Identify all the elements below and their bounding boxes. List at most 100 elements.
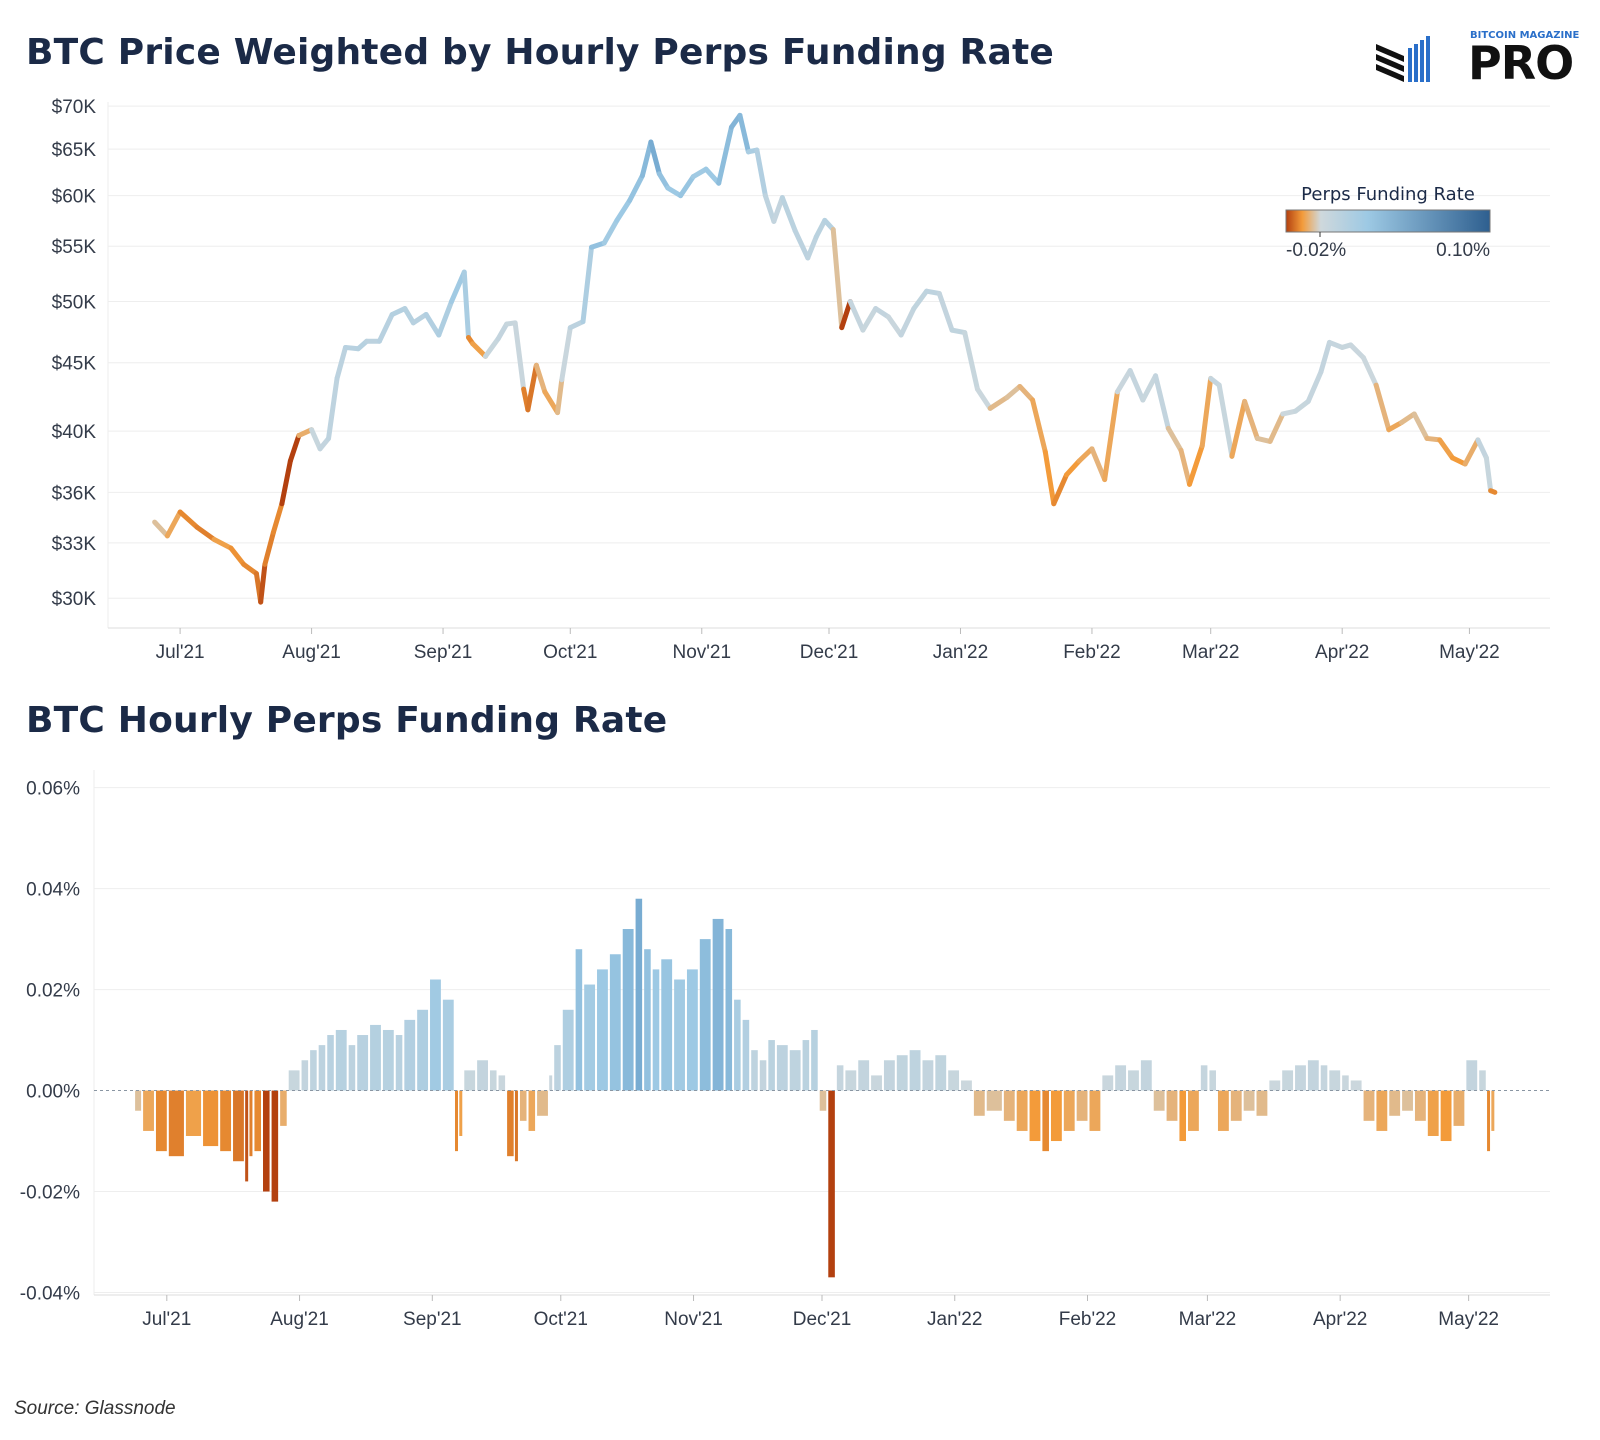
price-line-segment (703, 166, 722, 186)
x-tick-label: Mar'22 (1182, 642, 1239, 663)
funding-bar (597, 969, 608, 1091)
price-line-segment (1348, 342, 1366, 361)
funding-bar (185, 1090, 202, 1136)
price-line-segment (1051, 472, 1070, 507)
price-line-segment (525, 362, 539, 413)
funding-bar (734, 999, 741, 1091)
funding-bar (1389, 1090, 1401, 1116)
price-line-segment (1102, 389, 1120, 483)
price-line-segment (1064, 458, 1082, 478)
y-tick-label: $33K (52, 534, 97, 555)
funding-bar (1115, 1065, 1127, 1091)
funding-bar (845, 1070, 857, 1091)
funding-bar (1089, 1090, 1101, 1131)
funding-bar (1282, 1070, 1294, 1091)
funding-bar (537, 1090, 548, 1116)
x-tick-label: May'22 (1438, 1309, 1499, 1330)
funding-bar (1166, 1090, 1178, 1121)
legend-title: Perps Funding Rate (1301, 184, 1475, 205)
price-chart: $70K $65K $60K $55K $50K $45K $40K $36K $33K $30K… (52, 97, 1550, 663)
funding-bar (1414, 1090, 1426, 1121)
y-tick-label: -0.04% (20, 1283, 80, 1304)
funding-bar (464, 1070, 476, 1091)
funding-chart-title: BTC Hourly Perps Funding Rate (26, 700, 668, 741)
funding-bar (725, 929, 733, 1091)
price-line-segment (805, 234, 819, 261)
price-line-segment (873, 306, 891, 320)
price-line-segment (326, 375, 340, 441)
funding-bar (961, 1080, 972, 1091)
price-line-segment (512, 320, 527, 392)
funding-bar (828, 1090, 835, 1278)
funding-bar (459, 1090, 463, 1136)
legend-color-bar (1285, 209, 1491, 233)
price-line-segment (1475, 437, 1489, 461)
price-line-segment (1216, 382, 1235, 459)
price-line-segment (423, 311, 442, 338)
funding-bar (382, 1029, 394, 1091)
price-line-segment (962, 330, 980, 392)
funding-bar (661, 959, 673, 1091)
price-line-segment (1042, 449, 1057, 507)
funding-bar (789, 1050, 801, 1091)
funding-bar (871, 1075, 882, 1091)
price-line-segment (495, 321, 510, 342)
funding-bar (477, 1060, 488, 1091)
y-tick-label: $30K (52, 589, 97, 610)
funding-bar (652, 969, 660, 1091)
funding-bar (370, 1024, 381, 1091)
x-tick-label: Feb'22 (1063, 642, 1121, 663)
funding-bar (742, 1019, 750, 1091)
funding-bar (1320, 1065, 1328, 1091)
funding-bar (1042, 1090, 1049, 1152)
funding-bar (1440, 1090, 1452, 1142)
price-line-segment (1114, 368, 1133, 395)
x-tick-label: Sep'21 (403, 1309, 462, 1330)
funding-bar (896, 1055, 908, 1091)
price-line-segment (542, 389, 561, 416)
funding-bar (1427, 1090, 1439, 1136)
price-line-segment (762, 193, 777, 224)
funding-bar (674, 979, 685, 1091)
funding-bar (1491, 1090, 1495, 1131)
funding-bar (811, 1029, 818, 1091)
price-line-segment (936, 290, 955, 333)
price-line-segment (1411, 411, 1430, 441)
y-tick-label: 0.06% (26, 779, 80, 800)
price-line-segment (270, 501, 285, 535)
price-line-segment (580, 244, 594, 325)
price-line-segment (177, 509, 200, 530)
price-line-segment (1017, 383, 1036, 403)
y-tick-label: 0.00% (26, 1082, 80, 1103)
x-tick-label: Oct'21 (534, 1309, 588, 1330)
x-tick-label: Aug'21 (270, 1309, 329, 1330)
funding-bar (348, 1045, 356, 1091)
funding-bar (1329, 1070, 1341, 1091)
price-line-segment (287, 433, 302, 464)
logo-stripes-icon (1376, 36, 1430, 82)
funding-bar (233, 1090, 244, 1162)
price-line-segment (1360, 355, 1379, 388)
price-line-segment (601, 217, 620, 246)
legend-min-label: -0.02% (1286, 240, 1346, 261)
funding-bar (404, 1019, 416, 1091)
funding-bar (1479, 1070, 1486, 1091)
price-line-segment (627, 173, 645, 204)
funding-bar (1402, 1090, 1413, 1111)
funding-bar (288, 1070, 300, 1091)
price-line-segment (779, 195, 798, 234)
funding-bar (1243, 1090, 1255, 1111)
funding-bar (498, 1075, 506, 1091)
funding-bar (751, 1050, 758, 1091)
funding-bar (395, 1035, 403, 1091)
y-tick-label: -0.02% (20, 1183, 80, 1204)
funding-bar (644, 949, 651, 1091)
price-line-segment (533, 362, 548, 395)
funding-bar (1050, 1090, 1062, 1142)
price-line-segment (1399, 411, 1417, 425)
price-line-segment (555, 377, 565, 416)
funding-bar (1466, 1060, 1478, 1091)
price-line-segment (639, 139, 654, 179)
y-tick-label: $36K (52, 483, 97, 504)
price-line-segment (885, 314, 904, 338)
